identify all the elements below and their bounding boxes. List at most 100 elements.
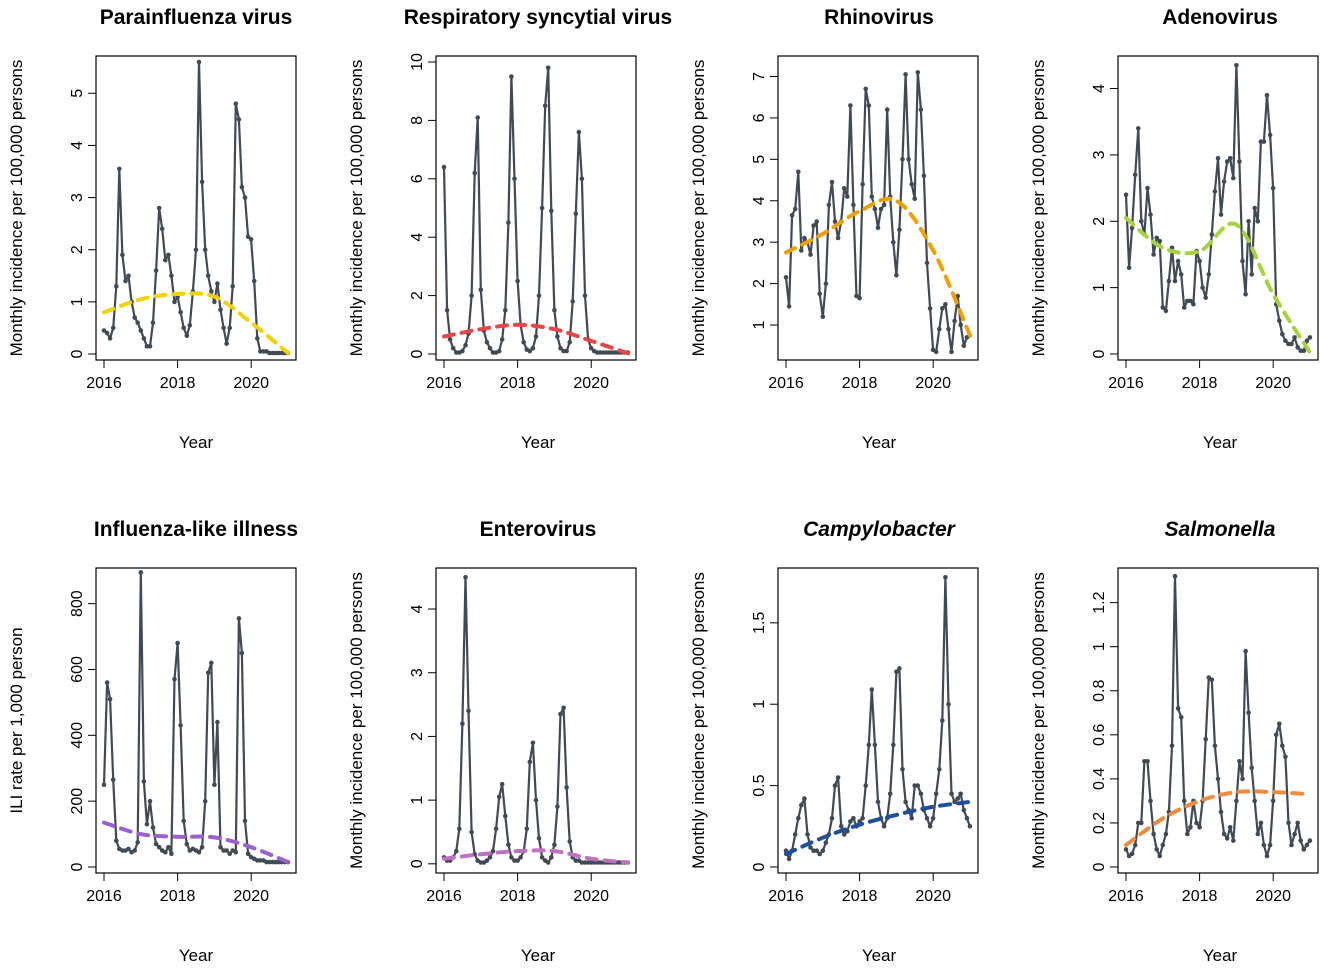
data-point	[114, 283, 119, 289]
plot-frame	[1117, 55, 1319, 361]
data-point	[138, 570, 144, 575]
data-point	[555, 804, 560, 809]
data-point	[239, 650, 245, 656]
x-tick-label: 2016	[426, 888, 462, 905]
data-point	[251, 278, 257, 284]
y-tick-label: 1	[69, 297, 86, 306]
data-point	[184, 841, 190, 847]
data-point	[1197, 825, 1202, 830]
data-point	[166, 252, 171, 258]
data-point	[227, 325, 232, 331]
data-point	[1163, 308, 1169, 314]
data-point	[851, 815, 856, 821]
data-point	[829, 815, 835, 821]
data-point	[808, 845, 813, 850]
data-point	[150, 320, 156, 326]
data-point	[1283, 754, 1288, 760]
y-tick-label: 2	[69, 245, 86, 254]
data-point	[205, 670, 211, 676]
data-point	[493, 826, 499, 832]
data-point	[472, 170, 478, 176]
data-point	[1200, 285, 1205, 290]
data-point	[196, 849, 202, 855]
data-point	[1280, 331, 1285, 337]
plot-frame	[777, 55, 979, 361]
data-point	[875, 225, 881, 230]
data-point	[172, 299, 177, 305]
data-point	[1194, 820, 1199, 826]
panel-1: Parainfluenza virus 0 1 2 3 4 5 2016 2018 2020 Yea…	[7, 6, 297, 452]
data-point	[549, 855, 554, 860]
data-point	[1286, 820, 1291, 826]
y-tick-label: 3	[1091, 150, 1108, 159]
data-point	[786, 856, 792, 862]
data-point	[499, 337, 505, 342]
data-point	[135, 320, 140, 326]
y-tick-label: 400	[69, 722, 86, 749]
data-point	[894, 669, 899, 674]
data-point	[1221, 179, 1227, 184]
data-point	[150, 825, 156, 830]
data-point	[875, 799, 881, 805]
data-point	[441, 164, 447, 170]
data-point	[212, 299, 217, 305]
data-point	[872, 206, 878, 212]
data-point	[545, 65, 551, 71]
data-point	[949, 791, 954, 797]
data-point	[946, 326, 951, 332]
y-tick-label: 6	[409, 174, 426, 183]
data-point	[915, 70, 921, 75]
data-point	[484, 858, 490, 863]
x-tick-label: 2020	[1255, 888, 1291, 905]
data-point	[1301, 847, 1307, 852]
data-point	[1240, 258, 1245, 264]
y-tick-label: 8	[409, 116, 426, 125]
y-tick-label: 0.4	[1091, 768, 1108, 790]
x-tick-label: 2018	[1182, 888, 1218, 905]
data-point	[245, 851, 251, 857]
data-point	[1234, 798, 1239, 804]
data-point	[209, 660, 214, 666]
trend-line	[102, 291, 290, 355]
data-point	[1289, 341, 1294, 347]
data-point	[104, 330, 110, 336]
data-point	[147, 343, 153, 349]
data-point	[184, 333, 190, 339]
data-point	[1148, 212, 1153, 217]
x-tick-label: 2018	[842, 375, 878, 392]
data-point	[199, 844, 205, 850]
data-point	[1258, 820, 1264, 826]
x-tick-label: 2020	[573, 375, 609, 392]
y-tick-label: 0	[409, 349, 426, 358]
data-point	[958, 791, 963, 797]
x-tick-label: 2016	[86, 888, 122, 905]
data-point	[814, 219, 819, 224]
y-tick-label: 6	[751, 113, 768, 122]
x-tick-label: 2018	[160, 888, 196, 905]
data-point	[943, 302, 948, 307]
data-point	[1129, 851, 1135, 857]
y-tick-label: 0	[751, 862, 768, 871]
plot-frame	[435, 55, 637, 361]
panel-2: Respiratory syncytial virus 0 2 4 6 8 10 2016 20…	[347, 6, 672, 452]
x-tick-label: 2018	[842, 888, 878, 905]
y-axis-label: Monthly incidence per 100,000 persons	[347, 572, 366, 869]
data-point	[156, 844, 162, 850]
data-point	[964, 815, 970, 821]
data-point	[1261, 139, 1267, 144]
data-point	[1163, 831, 1169, 837]
data-point	[955, 796, 960, 801]
data-point	[1145, 185, 1150, 191]
data-point	[1289, 842, 1294, 848]
data-point	[564, 785, 569, 790]
data-point	[909, 181, 914, 187]
data-point	[1154, 235, 1159, 241]
data-point	[1255, 831, 1261, 837]
data-point	[1277, 318, 1282, 324]
data-point	[444, 307, 450, 313]
data-point	[242, 195, 248, 200]
data-point	[952, 799, 957, 805]
data-point	[826, 202, 832, 208]
y-tick-label: 2	[409, 291, 426, 300]
data-point	[1304, 842, 1310, 848]
